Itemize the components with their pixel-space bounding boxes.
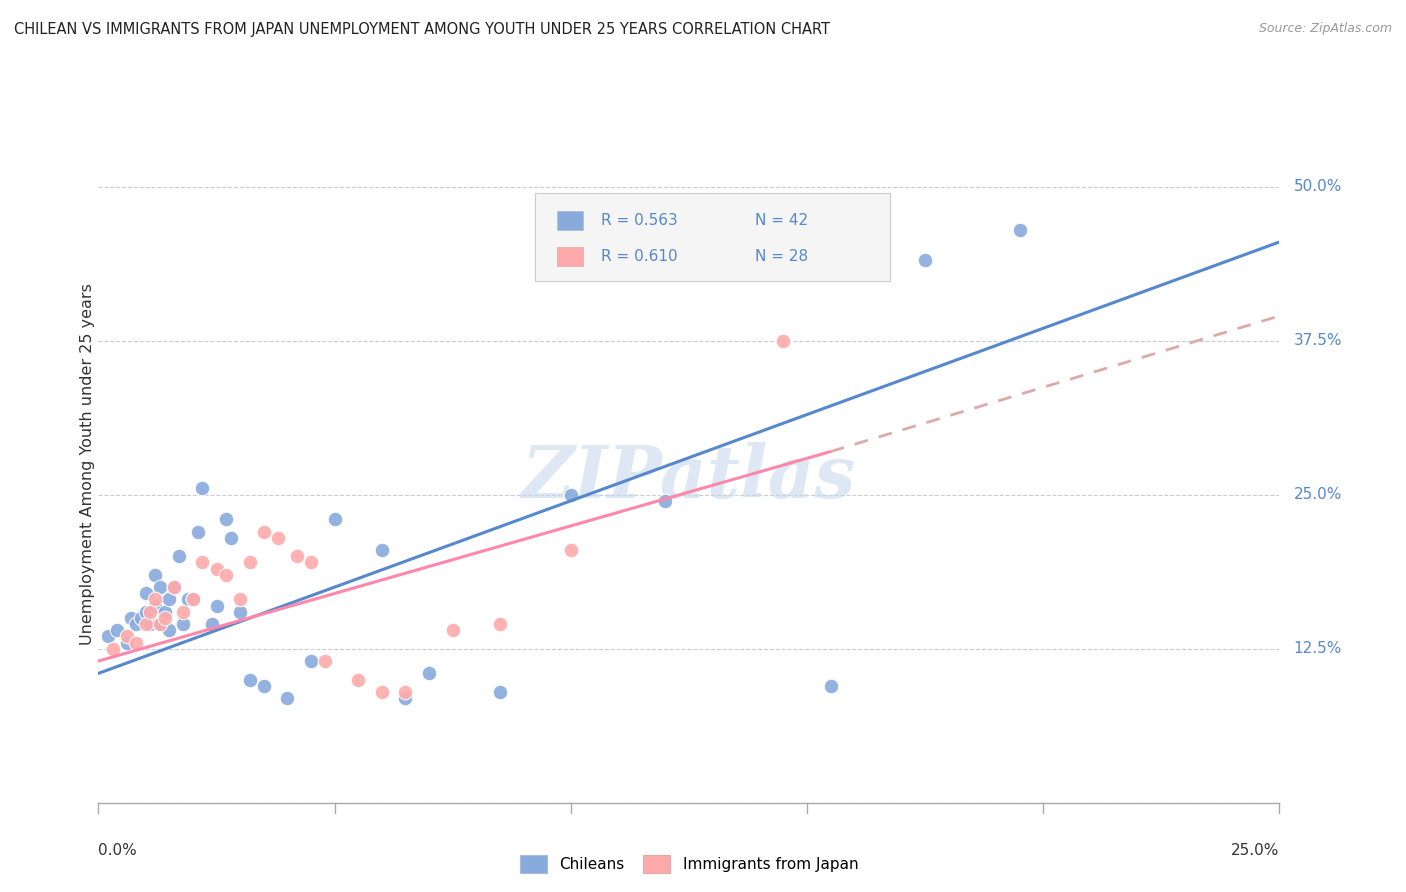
Point [181, 592, 204, 607]
Point [229, 592, 252, 607]
Point [115, 635, 138, 649]
Point [654, 493, 676, 508]
Point [772, 334, 794, 348]
Point [394, 691, 416, 706]
Point [285, 549, 308, 564]
Point [125, 635, 148, 649]
Point [820, 679, 842, 693]
Point [314, 654, 336, 668]
Point [441, 624, 464, 638]
Point [139, 605, 162, 619]
Legend: Chileans, Immigrants from Japan: Chileans, Immigrants from Japan [520, 855, 858, 873]
Point [191, 556, 214, 570]
Text: ZIPatlas: ZIPatlas [522, 442, 856, 513]
Point [172, 605, 194, 619]
Point [418, 666, 440, 681]
FancyBboxPatch shape [557, 211, 583, 230]
Text: 12.5%: 12.5% [1294, 641, 1341, 657]
Point [139, 617, 162, 632]
Point [239, 556, 262, 570]
Point [560, 543, 582, 558]
Text: 50.0%: 50.0% [1294, 179, 1341, 194]
Point [153, 605, 176, 619]
FancyBboxPatch shape [557, 246, 583, 266]
Text: 25.0%: 25.0% [1294, 487, 1341, 502]
Point [135, 586, 157, 600]
Point [153, 611, 176, 625]
Point [149, 617, 172, 632]
Point [163, 580, 186, 594]
Point [201, 617, 224, 632]
FancyBboxPatch shape [536, 193, 890, 281]
Point [489, 685, 512, 699]
Point [323, 512, 346, 526]
Text: 0.0%: 0.0% [98, 844, 138, 858]
Point [177, 592, 200, 607]
Text: 37.5%: 37.5% [1294, 333, 1343, 348]
Point [267, 531, 290, 545]
Point [167, 549, 190, 564]
Point [205, 599, 228, 613]
Y-axis label: Unemployment Among Youth under 25 years: Unemployment Among Youth under 25 years [80, 283, 94, 645]
Text: N = 28: N = 28 [755, 249, 808, 264]
Point [149, 580, 172, 594]
Text: CHILEAN VS IMMIGRANTS FROM JAPAN UNEMPLOYMENT AMONG YOUTH UNDER 25 YEARS CORRELA: CHILEAN VS IMMIGRANTS FROM JAPAN UNEMPLO… [14, 22, 830, 37]
Point [143, 592, 166, 607]
Point [394, 685, 416, 699]
Point [1008, 222, 1031, 236]
Point [215, 512, 238, 526]
Text: N = 42: N = 42 [755, 213, 808, 228]
Point [219, 531, 242, 545]
Text: 25.0%: 25.0% [1232, 844, 1279, 858]
Point [172, 617, 194, 632]
Point [371, 685, 394, 699]
Point [205, 561, 228, 575]
Point [276, 691, 298, 706]
Point [181, 592, 204, 607]
Point [157, 592, 180, 607]
Point [299, 556, 322, 570]
Point [239, 673, 262, 687]
Point [143, 599, 166, 613]
Point [489, 617, 512, 632]
Point [135, 617, 157, 632]
Text: R = 0.563: R = 0.563 [600, 213, 678, 228]
Text: R = 0.610: R = 0.610 [600, 249, 678, 264]
Text: Source: ZipAtlas.com: Source: ZipAtlas.com [1258, 22, 1392, 36]
Point [125, 617, 148, 632]
Point [914, 253, 936, 268]
Point [191, 482, 214, 496]
Point [253, 524, 276, 539]
Point [105, 624, 128, 638]
Point [135, 605, 157, 619]
Point [229, 605, 252, 619]
Point [129, 611, 152, 625]
Point [253, 679, 276, 693]
Point [143, 567, 166, 582]
Point [560, 488, 582, 502]
Point [347, 673, 370, 687]
Point [115, 629, 138, 643]
Point [215, 567, 238, 582]
Point [121, 611, 143, 625]
Point [149, 617, 172, 632]
Point [101, 641, 124, 656]
Point [187, 524, 209, 539]
Point [163, 580, 186, 594]
Point [97, 629, 120, 643]
Point [157, 624, 180, 638]
Point [371, 543, 394, 558]
Point [299, 654, 322, 668]
